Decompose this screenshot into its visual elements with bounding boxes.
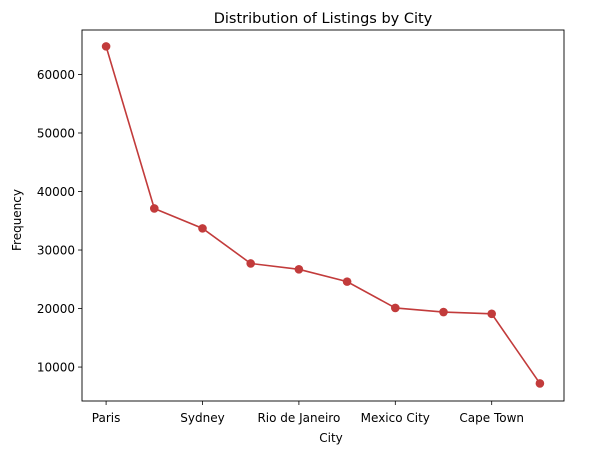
data-point — [294, 265, 304, 274]
data-point — [439, 307, 448, 317]
series-line — [101, 42, 545, 388]
data-point — [198, 224, 207, 233]
data-point — [246, 259, 255, 268]
y-tick-label: 30000 — [37, 244, 75, 258]
data-point — [391, 303, 400, 313]
x-tick-label: Paris — [92, 411, 121, 425]
x-tick-label: Cape Town — [459, 411, 524, 425]
data-point — [101, 42, 111, 51]
x-axis: Paris Sydney Rio de Janeiro Mexico City Cape… — [92, 401, 524, 425]
series-path — [105, 46, 541, 384]
y-axis: 10000 20000 30000 40000 50000 60000 — [37, 68, 82, 375]
y-tick-label: 60000 — [37, 68, 75, 82]
chart-title: Distribution of Listings by City — [214, 11, 433, 27]
data-point — [150, 204, 159, 213]
x-axis-label: City — [319, 431, 343, 445]
x-tick-label: Mexico City — [361, 411, 430, 425]
y-tick-label: 40000 — [37, 185, 75, 199]
y-tick-label: 50000 — [37, 126, 75, 140]
y-tick-label: 20000 — [37, 302, 75, 316]
data-point — [342, 277, 352, 286]
x-tick-label: Rio de Janeiro — [257, 411, 340, 425]
y-axis-label: Frequency — [10, 189, 24, 251]
data-point — [535, 379, 545, 388]
data-point — [487, 309, 497, 319]
y-tick-label: 10000 — [37, 361, 75, 375]
x-tick-label: Sydney — [180, 411, 224, 425]
plot-frame — [81, 29, 565, 402]
